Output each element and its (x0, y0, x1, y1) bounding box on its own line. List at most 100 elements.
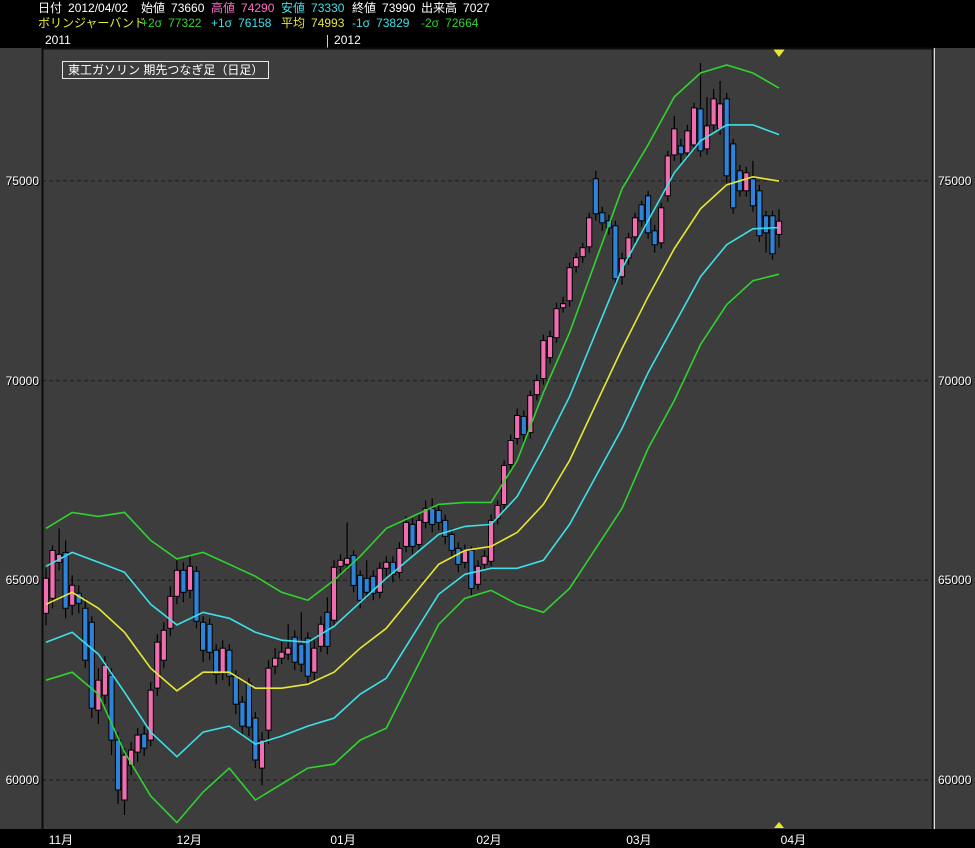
candle-body (154, 641, 161, 689)
candle-body (42, 577, 50, 614)
band-minus1 (45, 226, 780, 758)
candle-body (723, 98, 730, 177)
x-axis-label: 12月 (176, 833, 202, 847)
high-field: 高値 74290 (211, 1, 274, 16)
quote-header-row1: 日付 2012/04/02 始値 73660 高値 74290 安値 73330 終値 7… (0, 1, 975, 16)
candle-body (232, 675, 239, 705)
band-mean (45, 175, 780, 692)
mean-field: 平均 74993 (281, 16, 344, 31)
candle-body (762, 215, 770, 234)
candle-body (638, 204, 645, 222)
candle-body (121, 754, 128, 801)
candle-body (677, 145, 684, 155)
low-label: 安値 (281, 1, 306, 15)
candle-body (101, 664, 109, 696)
y-axis-label: 60000 (938, 773, 972, 788)
candle-body (193, 570, 200, 622)
candle-body (49, 549, 56, 599)
date-label: 日付 (38, 1, 63, 15)
candle-body (488, 519, 495, 562)
minus1sigma-label: -1σ (352, 16, 371, 30)
open-label: 始値 (141, 1, 166, 15)
candle-body (370, 575, 377, 594)
candle-body (350, 554, 357, 586)
date-value: 2012/04/02 (68, 1, 129, 15)
candle-body (173, 569, 181, 597)
candle-body (448, 533, 455, 551)
bollinger-candlestick-chart[interactable] (40, 46, 935, 831)
candle-body (330, 566, 338, 621)
candle-body (710, 98, 717, 126)
plus1sigma-label: +1σ (211, 16, 233, 30)
candle-body (265, 667, 272, 731)
candle-body (298, 643, 305, 665)
low-value: 73330 (311, 1, 345, 15)
candle-body (612, 225, 619, 280)
candle-body (167, 595, 174, 629)
candle-body (239, 701, 246, 727)
latest-marker-bottom (774, 822, 785, 828)
candle-body (416, 519, 423, 545)
candle-body (402, 521, 410, 547)
y-axis-label: 65000 (5, 573, 39, 588)
mean-label: 平均 (281, 16, 306, 30)
high-label: 高値 (211, 1, 236, 15)
candle-body (579, 247, 586, 258)
candle-body (180, 569, 187, 593)
candle-body (363, 577, 370, 593)
quote-header-row2: ボリンジャーバンド +2σ 77322 +1σ 76158 平均 74993 -1σ 7… (0, 16, 975, 31)
candle-body (586, 217, 593, 248)
candle-body (311, 647, 318, 673)
y-axis-label: 75000 (5, 173, 39, 188)
candle-body (147, 689, 154, 741)
candle-body (435, 509, 442, 523)
candle-body (651, 230, 658, 246)
candle-body (442, 519, 449, 537)
candle-body (717, 103, 724, 130)
candle-body (474, 565, 482, 585)
candle-body (690, 107, 698, 146)
band-plus1 (45, 124, 780, 644)
candle-body (88, 621, 95, 709)
x-axis-label: 02月 (476, 833, 502, 847)
y-axis-label: 60000 (5, 773, 39, 788)
candle-body (245, 682, 253, 728)
candle-body (357, 574, 364, 601)
candle-body (396, 547, 403, 573)
candle-body (546, 336, 554, 359)
open-value: 73660 (171, 1, 205, 15)
candle-body (108, 674, 115, 741)
candle-body (671, 128, 678, 156)
candle-body (82, 607, 89, 661)
minus1sigma-value: 73829 (376, 16, 410, 30)
minus2sigma-value: 72664 (445, 16, 479, 30)
quote-header: 日付 2012/04/02 始値 73660 高値 74290 安値 73330 終値 7… (0, 0, 975, 33)
candle-body (389, 561, 396, 575)
candle-body (631, 217, 639, 238)
minus2sigma-field: -2σ 72664 (421, 16, 478, 31)
year-label-2011: 2011 (45, 33, 71, 47)
volume-field: 出来高 7027 (421, 1, 490, 16)
x-axis-label: 01月 (330, 833, 356, 847)
y-axis-label: 65000 (938, 573, 972, 588)
chart-title: 東工ガソリン 期先つなぎ足（日足） (62, 61, 270, 79)
year-divider (327, 35, 329, 48)
candle-body (645, 195, 652, 234)
minus1sigma-field: -1σ 73829 (352, 16, 409, 31)
plus2sigma-value: 77322 (168, 16, 202, 30)
candle-body (730, 143, 737, 209)
candle-body (376, 567, 383, 593)
low-field: 安値 73330 (281, 1, 344, 16)
close-value: 73990 (382, 1, 416, 15)
y-axis-label: 75000 (938, 173, 972, 188)
candle-body (481, 555, 488, 565)
date-field: 日付 2012/04/02 (38, 1, 128, 16)
candle-body (272, 657, 279, 667)
candle-body (520, 416, 527, 435)
latest-marker-top (773, 49, 786, 57)
volume-value: 7027 (463, 1, 490, 15)
candle-body (141, 733, 148, 749)
y-axis-label: 70000 (5, 373, 39, 388)
candle-body (383, 561, 390, 569)
candle-body (69, 584, 76, 606)
